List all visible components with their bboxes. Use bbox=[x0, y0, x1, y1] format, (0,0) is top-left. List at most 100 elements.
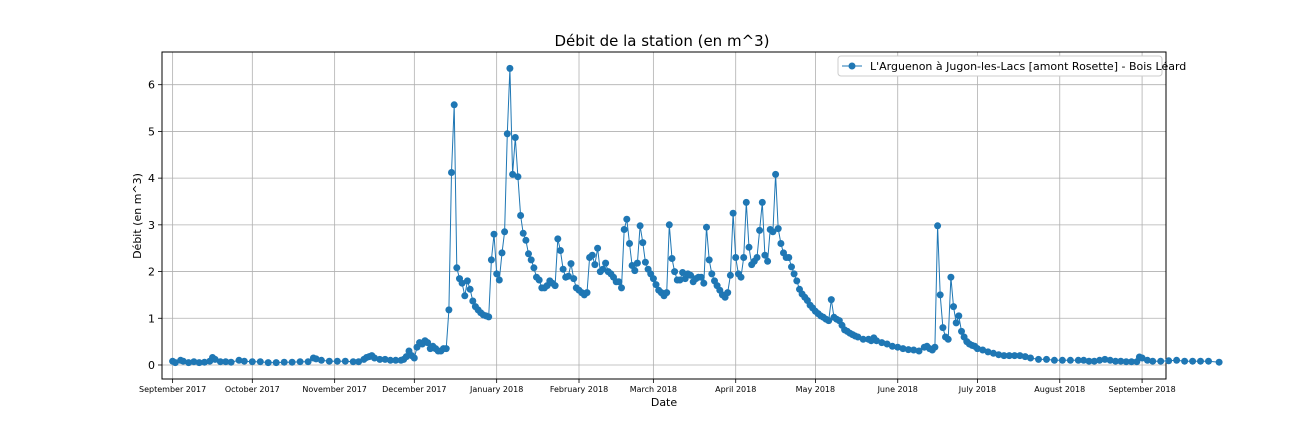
y-tick-label: 4 bbox=[148, 172, 155, 185]
x-tick-label: December 2017 bbox=[382, 385, 446, 394]
x-axis: September 2017 October 2017 November 2017 D… bbox=[139, 379, 1176, 394]
data-point bbox=[588, 251, 596, 259]
data-point bbox=[485, 313, 493, 321]
data-point bbox=[222, 358, 230, 366]
data-point bbox=[1215, 358, 1223, 366]
data-point bbox=[649, 275, 657, 283]
data-point bbox=[1112, 357, 1119, 365]
legend: L'Arguenon à Jugon-les-Lacs [amont Roset… bbox=[837, 55, 1186, 77]
data-point bbox=[304, 358, 312, 366]
series-markers bbox=[169, 64, 1223, 367]
data-point bbox=[501, 228, 509, 236]
data-point bbox=[1181, 357, 1189, 365]
data-point bbox=[793, 277, 801, 285]
data-point bbox=[211, 355, 219, 363]
data-point bbox=[899, 345, 907, 353]
data-point bbox=[171, 359, 179, 367]
data-point bbox=[317, 356, 325, 364]
data-point bbox=[703, 223, 710, 231]
data-point bbox=[376, 355, 384, 363]
data-point bbox=[442, 345, 450, 353]
data-point bbox=[1085, 357, 1093, 365]
data-point bbox=[894, 343, 902, 351]
plot-frame bbox=[161, 51, 1167, 380]
data-point bbox=[195, 359, 203, 367]
data-point bbox=[915, 347, 923, 355]
data-point bbox=[708, 270, 716, 278]
chart-title: Débit de la station (en m^3) bbox=[554, 32, 769, 50]
data-point bbox=[296, 358, 304, 366]
data-point bbox=[201, 358, 208, 366]
data-point bbox=[503, 130, 511, 138]
x-tick-label: March 2018 bbox=[630, 385, 677, 394]
data-point bbox=[636, 222, 644, 230]
data-point bbox=[1090, 357, 1098, 365]
data-point bbox=[665, 221, 673, 229]
data-point bbox=[1096, 356, 1104, 364]
data-point bbox=[1138, 354, 1146, 362]
data-point bbox=[458, 279, 466, 287]
data-point bbox=[509, 170, 517, 178]
data-point bbox=[724, 289, 732, 297]
data-point bbox=[392, 356, 400, 364]
data-point bbox=[955, 312, 963, 320]
data-point bbox=[450, 101, 458, 109]
y-tick-label: 1 bbox=[148, 312, 155, 325]
y-tick-label: 2 bbox=[148, 266, 155, 279]
data-point bbox=[498, 249, 506, 257]
data-point bbox=[939, 324, 947, 332]
data-point bbox=[883, 340, 891, 348]
data-point bbox=[235, 356, 243, 364]
data-point bbox=[490, 230, 498, 238]
data-point bbox=[349, 358, 357, 366]
data-point bbox=[402, 353, 410, 361]
grid bbox=[162, 52, 1166, 379]
data-point bbox=[827, 296, 835, 304]
data-point bbox=[1173, 356, 1181, 364]
data-point bbox=[325, 357, 333, 365]
data-point bbox=[355, 358, 363, 366]
data-point bbox=[1143, 356, 1151, 364]
data-point bbox=[873, 337, 880, 345]
data-point bbox=[620, 226, 628, 233]
data-point bbox=[227, 358, 235, 366]
data-point bbox=[790, 270, 798, 278]
data-point bbox=[530, 264, 538, 272]
data-point bbox=[663, 289, 671, 297]
data-point bbox=[1157, 357, 1165, 365]
data-point bbox=[487, 256, 495, 264]
data-point bbox=[1149, 357, 1157, 365]
data-point bbox=[445, 306, 453, 314]
data-point bbox=[989, 349, 997, 357]
x-axis-label: Date bbox=[651, 396, 678, 409]
data-point bbox=[1016, 352, 1024, 360]
data-point bbox=[1101, 355, 1109, 363]
data-point bbox=[958, 327, 965, 335]
data-point bbox=[742, 198, 750, 206]
data-point bbox=[1050, 356, 1058, 364]
data-point bbox=[514, 173, 522, 181]
data-point bbox=[1128, 358, 1135, 366]
data-point bbox=[785, 254, 793, 261]
data-point bbox=[551, 282, 559, 290]
data-point bbox=[1058, 356, 1066, 364]
data-point bbox=[705, 256, 713, 264]
data-point bbox=[1197, 357, 1204, 365]
legend-box bbox=[837, 55, 1163, 77]
data-point bbox=[1066, 356, 1074, 364]
data-point bbox=[599, 265, 607, 273]
data-point bbox=[1165, 357, 1173, 365]
y-tick-label: 6 bbox=[148, 79, 155, 92]
data-point bbox=[700, 279, 708, 287]
data-point bbox=[386, 356, 394, 364]
data-point bbox=[952, 319, 960, 327]
data-point bbox=[525, 250, 532, 258]
data-point bbox=[312, 355, 320, 363]
data-point bbox=[732, 254, 740, 261]
data-point bbox=[697, 273, 705, 281]
data-point bbox=[984, 348, 992, 356]
data-point bbox=[583, 289, 591, 297]
data-point bbox=[676, 276, 684, 284]
data-point bbox=[761, 251, 769, 259]
